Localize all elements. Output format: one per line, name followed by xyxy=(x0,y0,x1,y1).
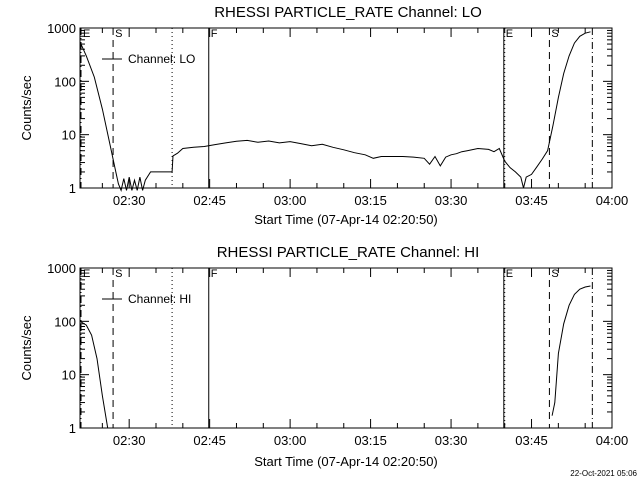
x-tick-label: 02:30 xyxy=(113,433,146,448)
footer-timestamp: 22-Oct-2021 05:06 xyxy=(570,469,637,478)
panel-hi-plot-frame xyxy=(79,267,613,429)
panel-lo-x-axis: 02:30 02:45 03:00 03:15 03:30 03:45 04:00 xyxy=(101,28,629,208)
x-tick-label: 03:00 xyxy=(274,193,307,208)
y-tick-label: 10 xyxy=(62,128,76,143)
panel-lo-y-axis: 1 10 100 1000 xyxy=(47,21,612,196)
panel-hi-legend: Channel: HI xyxy=(102,292,191,306)
x-tick-label: 03:45 xyxy=(515,433,548,448)
y-tick-label: 1000 xyxy=(47,21,76,36)
panel-hi-y-axis: 1 10 100 1000 xyxy=(47,261,612,436)
x-tick-label: 03:30 xyxy=(435,193,468,208)
y-tick-label: 1000 xyxy=(47,261,76,276)
event-marker-label: E xyxy=(83,268,90,280)
series-line xyxy=(551,285,591,416)
y-tick-label: 1 xyxy=(69,181,76,196)
event-marker-label: E xyxy=(506,268,513,280)
event-marker-label: S xyxy=(115,268,122,280)
panel-hi-title: RHESSI PARTICLE_RATE Channel: HI xyxy=(217,244,480,261)
x-tick-label: 03:15 xyxy=(354,433,387,448)
x-tick-label: 03:45 xyxy=(515,193,548,208)
y-tick-label: 100 xyxy=(54,74,76,89)
panel-hi-x-axis: 02:30 02:45 03:00 03:15 03:30 03:45 04:00 xyxy=(101,268,629,448)
series-line xyxy=(79,31,591,193)
panel-lo-x-axis-label: Start Time (07-Apr-14 02:20:50) xyxy=(254,212,438,227)
panel-hi-y-axis-label: Counts/sec xyxy=(19,315,34,381)
panel-lo-series xyxy=(79,31,591,193)
x-tick-label: 02:45 xyxy=(193,193,226,208)
panel-lo-title: RHESSI PARTICLE_RATE Channel: LO xyxy=(214,4,482,21)
x-tick-label: 03:00 xyxy=(274,433,307,448)
event-marker-label: F xyxy=(211,268,218,280)
y-tick-label: 10 xyxy=(62,368,76,383)
x-tick-label: 03:30 xyxy=(435,433,468,448)
series-line xyxy=(79,320,109,429)
panel-hi-legend-label: Channel: HI xyxy=(128,292,191,306)
x-tick-label: 02:45 xyxy=(193,433,226,448)
panel-lo-plot-frame xyxy=(79,27,613,189)
y-tick-label: 100 xyxy=(54,314,76,329)
event-marker-label: F xyxy=(211,28,218,40)
y-tick-label: 1 xyxy=(69,421,76,436)
x-tick-label: 03:15 xyxy=(354,193,387,208)
x-tick-label: 04:00 xyxy=(596,433,629,448)
x-tick-label: 04:00 xyxy=(596,193,629,208)
panel-hi-series xyxy=(79,285,591,429)
event-marker-label: S xyxy=(551,28,558,40)
panel-lo: RHESSI PARTICLE_RATE Channel: LO 1101001… xyxy=(19,4,628,227)
panel-lo-y-axis-label: Counts/sec xyxy=(19,75,34,141)
panel-lo-legend: Channel: LO xyxy=(102,52,195,66)
panel-hi: RHESSI PARTICLE_RATE Channel: HI 1101001… xyxy=(19,244,628,469)
event-marker-label: E xyxy=(506,28,513,40)
x-tick-label: 02:30 xyxy=(113,193,146,208)
panel-lo-legend-label: Channel: LO xyxy=(128,52,195,66)
panel-hi-x-axis-label: Start Time (07-Apr-14 02:20:50) xyxy=(254,454,438,469)
event-marker-label: S xyxy=(115,28,122,40)
event-marker-label: S xyxy=(551,268,558,280)
event-marker-label: E xyxy=(83,28,90,40)
